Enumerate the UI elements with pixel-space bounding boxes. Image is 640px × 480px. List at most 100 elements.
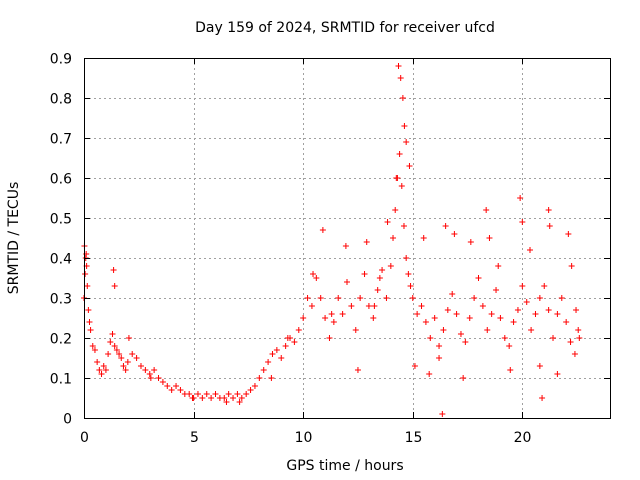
data-point bbox=[118, 355, 125, 361]
data-point bbox=[159, 379, 166, 385]
data-point bbox=[517, 195, 524, 201]
data-point bbox=[221, 395, 228, 401]
data-point bbox=[411, 363, 418, 369]
data-point bbox=[387, 263, 394, 269]
data-point bbox=[155, 375, 162, 381]
data-point bbox=[431, 315, 438, 321]
y-axis-label: SRMTID / TECUs bbox=[6, 182, 22, 295]
data-point bbox=[471, 295, 478, 301]
data-point bbox=[444, 307, 451, 313]
data-point bbox=[295, 327, 302, 333]
data-point bbox=[439, 411, 446, 417]
data-point bbox=[96, 367, 103, 373]
data-point bbox=[256, 375, 263, 381]
data-point bbox=[558, 295, 565, 301]
data-point bbox=[339, 311, 346, 317]
data-point bbox=[440, 327, 447, 333]
data-point bbox=[111, 283, 118, 289]
data-point bbox=[567, 339, 574, 345]
data-point bbox=[98, 371, 105, 377]
data-point bbox=[116, 351, 123, 357]
data-point bbox=[370, 315, 377, 321]
data-point bbox=[86, 319, 93, 325]
y-tick-label: 0.1 bbox=[50, 372, 72, 388]
data-point bbox=[436, 355, 443, 361]
data-point bbox=[506, 343, 513, 349]
data-point bbox=[85, 307, 92, 313]
data-point bbox=[357, 295, 364, 301]
data-point bbox=[488, 311, 495, 317]
data-point bbox=[164, 383, 171, 389]
data-point bbox=[554, 371, 561, 377]
data-point bbox=[546, 223, 553, 229]
data-point bbox=[282, 343, 289, 349]
data-point bbox=[238, 395, 245, 401]
data-point bbox=[308, 303, 315, 309]
y-tick-label: 0.8 bbox=[50, 92, 72, 108]
data-point bbox=[142, 367, 149, 373]
data-point bbox=[177, 387, 184, 393]
data-point bbox=[390, 235, 397, 241]
data-point bbox=[414, 311, 421, 317]
data-point bbox=[519, 283, 526, 289]
data-point bbox=[545, 307, 552, 313]
data-point bbox=[236, 399, 243, 405]
data-point bbox=[523, 299, 530, 305]
data-point bbox=[374, 287, 381, 293]
data-point bbox=[576, 335, 583, 341]
data-point bbox=[268, 375, 275, 381]
data-point bbox=[457, 331, 464, 337]
data-point bbox=[383, 295, 390, 301]
data-point bbox=[269, 351, 276, 357]
data-point bbox=[507, 367, 514, 373]
x-tick-label: 10 bbox=[295, 430, 313, 446]
x-tick-label: 0 bbox=[80, 430, 89, 446]
data-point bbox=[212, 391, 219, 397]
x-tick-label: 5 bbox=[190, 430, 199, 446]
data-point bbox=[545, 207, 552, 213]
data-point bbox=[352, 327, 359, 333]
data-point bbox=[89, 343, 96, 349]
data-point bbox=[273, 347, 280, 353]
data-point bbox=[260, 367, 267, 373]
data-point bbox=[539, 395, 546, 401]
data-point bbox=[426, 371, 433, 377]
data-point bbox=[208, 395, 215, 401]
data-point bbox=[501, 335, 508, 341]
data-point bbox=[528, 327, 535, 333]
data-point bbox=[243, 391, 250, 397]
data-point bbox=[189, 395, 196, 401]
y-tick-label: 0.3 bbox=[50, 292, 72, 308]
data-point bbox=[335, 295, 342, 301]
data-point bbox=[395, 63, 402, 69]
data-point bbox=[462, 339, 469, 345]
y-tick-label: 0.5 bbox=[50, 212, 72, 228]
data-point bbox=[493, 287, 500, 293]
data-point bbox=[87, 327, 94, 333]
grid-lines bbox=[84, 58, 610, 418]
data-point bbox=[107, 339, 114, 345]
data-point bbox=[554, 311, 561, 317]
data-point bbox=[110, 267, 117, 273]
y-tick-label: 0.6 bbox=[50, 172, 72, 188]
data-point bbox=[400, 223, 407, 229]
data-point bbox=[479, 303, 486, 309]
data-point bbox=[284, 335, 291, 341]
data-point bbox=[575, 327, 582, 333]
data-point bbox=[363, 239, 370, 245]
data-point bbox=[418, 303, 425, 309]
data-point bbox=[365, 303, 372, 309]
y-tick-label: 0.7 bbox=[50, 132, 72, 148]
data-point bbox=[265, 359, 272, 365]
data-point bbox=[278, 355, 285, 361]
data-point bbox=[510, 319, 517, 325]
data-point bbox=[541, 283, 548, 289]
data-point bbox=[396, 151, 403, 157]
data-point bbox=[186, 391, 193, 397]
data-point bbox=[406, 163, 413, 169]
data-point bbox=[392, 207, 399, 213]
y-tick-label: 0.4 bbox=[50, 252, 72, 268]
data-point bbox=[397, 75, 404, 81]
data-point bbox=[568, 263, 575, 269]
